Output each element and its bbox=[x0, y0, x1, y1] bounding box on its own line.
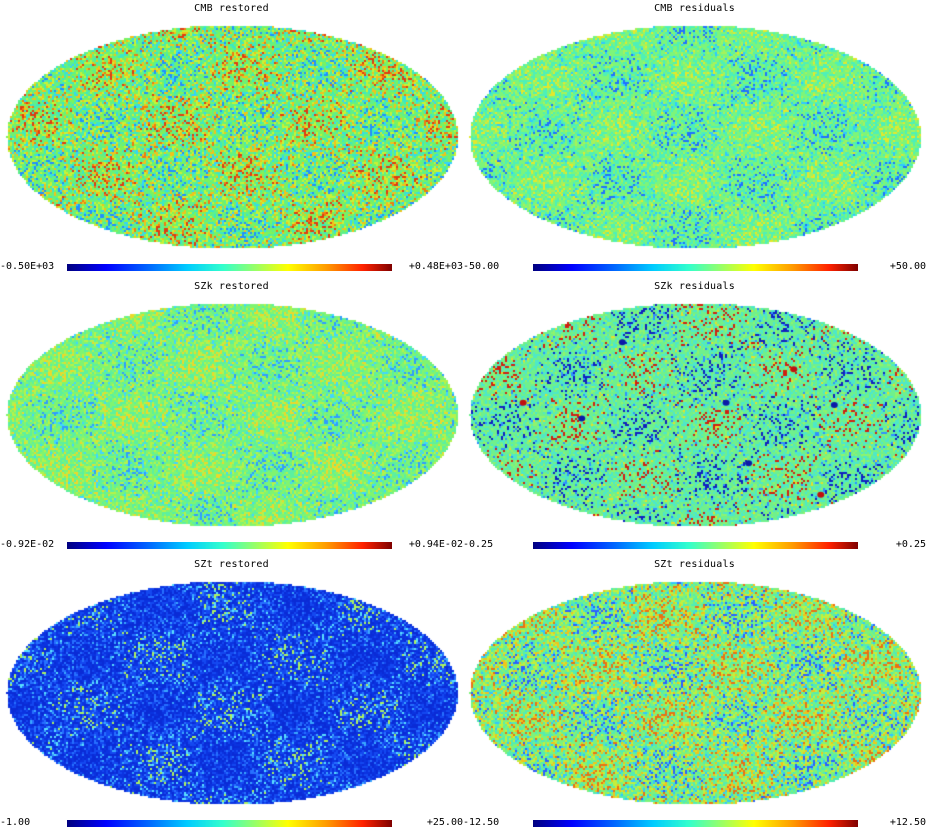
colorbar-max-label: +0.94E-02 bbox=[408, 539, 463, 550]
mollweide-map bbox=[0, 572, 463, 816]
panel-cmb-residuals: CMB residuals -50.00 +50.00 bbox=[463, 0, 926, 278]
mollweide-map bbox=[463, 572, 926, 816]
mollweide-map bbox=[0, 294, 463, 538]
panel-szk-restored: SZk restored -0.92E-02 +0.94E-02 bbox=[0, 278, 463, 556]
colorbar-max-label: +0.48E+03 bbox=[408, 261, 463, 272]
colorbar bbox=[67, 542, 392, 549]
map-title: CMB residuals bbox=[654, 3, 735, 14]
panel-szk-residuals: SZk residuals -0.25 +0.25 bbox=[463, 278, 926, 556]
panel-szt-restored: SZt restored -1.00 +25.00 bbox=[0, 556, 463, 834]
mollweide-map bbox=[463, 294, 926, 538]
mollweide-map bbox=[0, 16, 463, 260]
colorbar bbox=[533, 264, 858, 271]
colorbar-min-label: -0.50E+03 bbox=[0, 261, 55, 272]
colorbar-min-label: -0.92E-02 bbox=[0, 539, 55, 550]
map-title: SZt restored bbox=[194, 559, 269, 570]
colorbar-max-label: +12.50 bbox=[889, 817, 926, 828]
map-title: SZk residuals bbox=[654, 281, 735, 292]
colorbar-max-label: +0.25 bbox=[895, 539, 926, 550]
colorbar-min-label: -12.50 bbox=[463, 817, 500, 828]
colorbar-min-label: -1.00 bbox=[0, 817, 31, 828]
panel-szt-residuals: SZt residuals -12.50 +12.50 bbox=[463, 556, 926, 834]
map-title: CMB restored bbox=[194, 3, 269, 14]
colorbar-min-label: -0.25 bbox=[463, 539, 494, 550]
colorbar bbox=[533, 820, 858, 827]
colorbar bbox=[67, 264, 392, 271]
mollweide-map bbox=[463, 16, 926, 260]
map-title: SZt residuals bbox=[654, 559, 735, 570]
panel-cmb-restored: CMB restored -0.50E+03 +0.48E+03 bbox=[0, 0, 463, 278]
colorbar-max-label: +50.00 bbox=[889, 261, 926, 272]
colorbar-max-label: +25.00 bbox=[426, 817, 463, 828]
colorbar-min-label: -50.00 bbox=[463, 261, 500, 272]
colorbar bbox=[533, 542, 858, 549]
colorbar bbox=[67, 820, 392, 827]
map-title: SZk restored bbox=[194, 281, 269, 292]
